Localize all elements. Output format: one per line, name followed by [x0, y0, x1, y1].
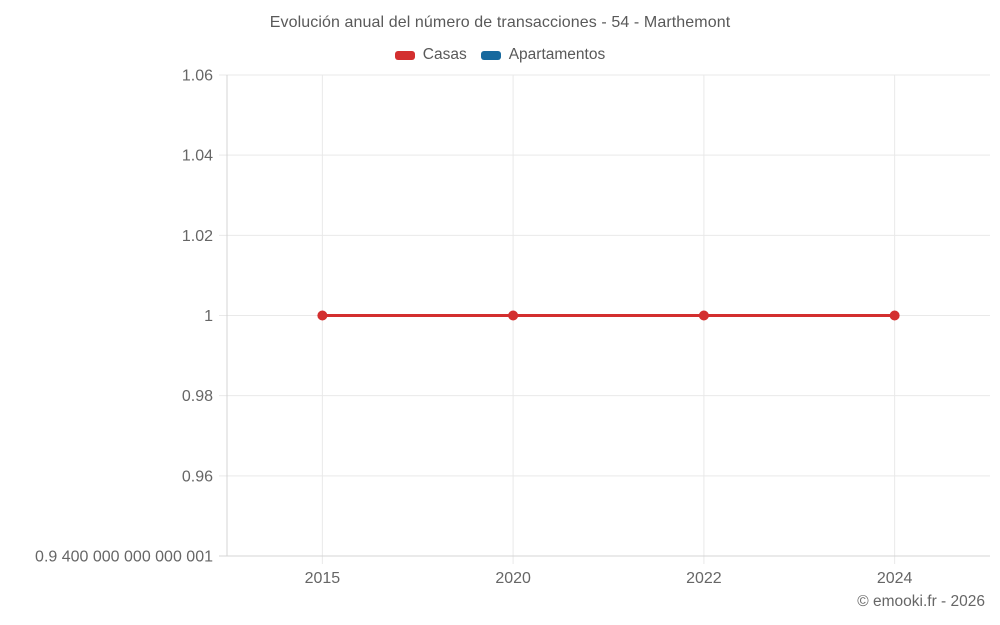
- chart-title: Evolución anual del número de transaccio…: [269, 14, 731, 31]
- legend-swatch-icon: [480, 50, 501, 60]
- x-tick-label: 2024: [877, 570, 913, 587]
- y-tick-label: 1.02: [182, 228, 213, 245]
- legend-label: Casas: [422, 46, 467, 63]
- y-tick-label: 0.98: [182, 388, 213, 405]
- data-point-casas-2022[interactable]: [698, 310, 709, 321]
- legend: Casas Apartamentos: [0, 44, 1000, 66]
- y-tick-label: 0.96: [182, 468, 213, 485]
- x-tick-label: 2015: [305, 570, 341, 587]
- legend-item-apartamentos[interactable]: Apartamentos: [480, 46, 606, 64]
- copyright-text: © emooki.fr - 2026: [857, 593, 985, 610]
- data-point-casas-2015[interactable]: [317, 310, 328, 321]
- x-tick-label: 2020: [495, 570, 531, 587]
- y-tick-label: 0.9 400 000 000 000 001: [35, 549, 213, 566]
- legend-item-casas[interactable]: Casas: [394, 46, 467, 64]
- y-tick-label: 1.06: [182, 68, 213, 85]
- y-tick-label: 1.04: [182, 148, 213, 165]
- data-point-casas-2020[interactable]: [508, 310, 519, 321]
- data-point-casas-2024[interactable]: [889, 310, 900, 321]
- y-tick-label: 1: [204, 308, 213, 325]
- legend-label: Apartamentos: [508, 46, 606, 63]
- x-tick-label: 2022: [686, 570, 722, 587]
- legend-swatch-icon: [394, 50, 415, 60]
